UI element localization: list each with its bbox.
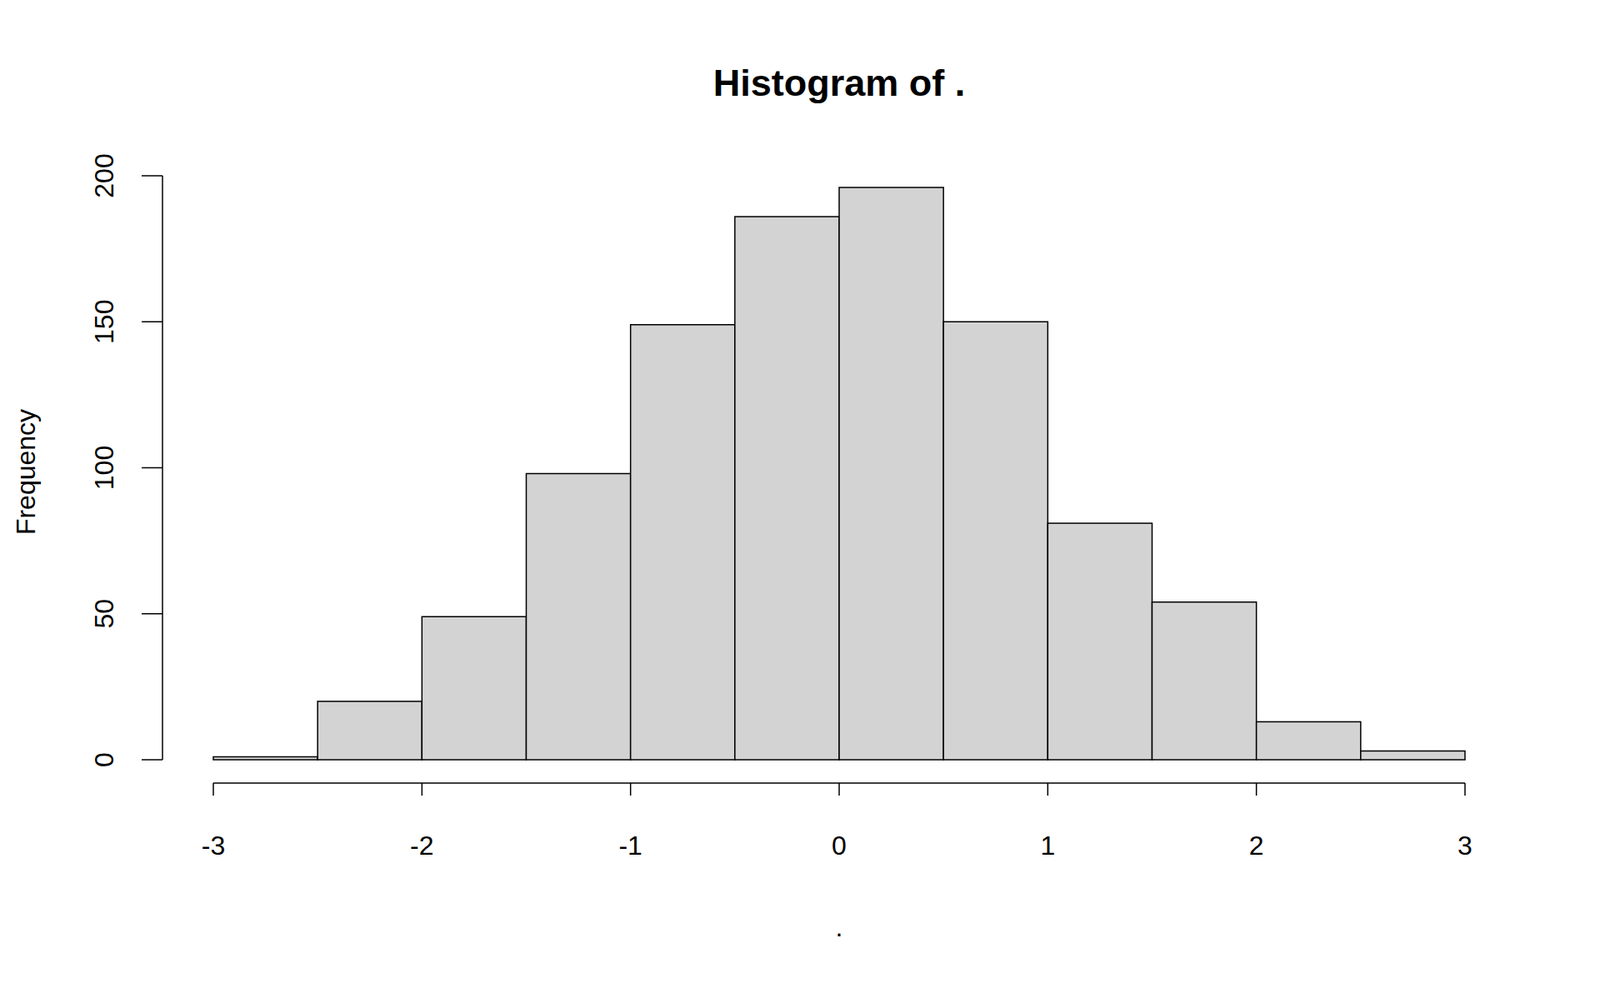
bar [735,216,840,760]
x-tick [1255,783,1258,796]
x-tick [1464,783,1466,796]
bar [943,321,1048,760]
x-tick [1047,783,1050,796]
x-tick [838,783,840,796]
y-tick [141,175,163,177]
y-tick [141,613,163,615]
bar [1360,750,1465,760]
x-tick-label: 3 [1457,830,1473,861]
bars [213,187,1465,760]
y-tick-label: 100 [89,445,120,490]
x-tick-label: 1 [1040,830,1055,861]
bar [630,325,735,760]
y-tick [141,759,163,761]
y-tick [141,467,163,470]
x-tick-label: 0 [831,830,847,861]
x-tick-label: 2 [1249,830,1265,861]
y-tick [141,321,163,324]
x-tick [212,783,215,796]
x-tick-label: -1 [618,830,642,861]
y-tick-label: 50 [89,599,120,630]
bar [1047,523,1152,760]
bar [213,756,318,760]
y-tick-label: 200 [89,153,120,198]
title: Histogram of . [713,61,966,105]
x-tick [630,783,632,796]
x-axis-label: . [835,912,844,943]
bar [1152,602,1257,760]
y-axis-label: Frequency [10,409,41,535]
bar [317,701,422,760]
y-tick-label: 150 [89,300,120,345]
x-tick-label: -2 [410,830,434,861]
bar [421,616,526,760]
bar [1256,721,1361,760]
y-tick-label: 0 [89,752,120,768]
bar [526,474,631,760]
x-tick-label: -3 [201,830,225,861]
x-tick [421,783,424,796]
chart: -3 -2 -1 0 1 2 3 0 50 100 150 200 Histogram of .. Fre… [0,0,1600,988]
bar [839,187,944,760]
